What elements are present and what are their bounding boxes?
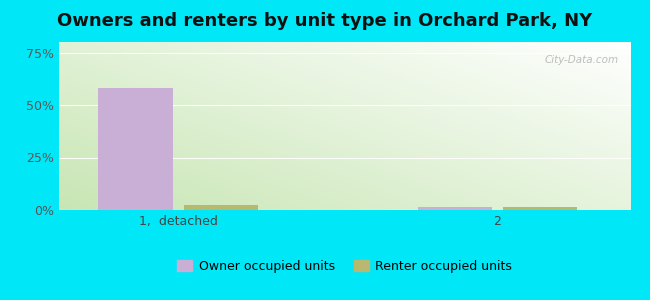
- Bar: [183, 205, 258, 210]
- Bar: [418, 207, 492, 210]
- Bar: [98, 88, 173, 210]
- Text: City-Data.com: City-Data.com: [545, 56, 619, 65]
- Legend: Owner occupied units, Renter occupied units: Owner occupied units, Renter occupied un…: [172, 255, 517, 278]
- Text: Owners and renters by unit type in Orchard Park, NY: Owners and renters by unit type in Orcha…: [57, 12, 593, 30]
- Bar: [503, 208, 577, 210]
